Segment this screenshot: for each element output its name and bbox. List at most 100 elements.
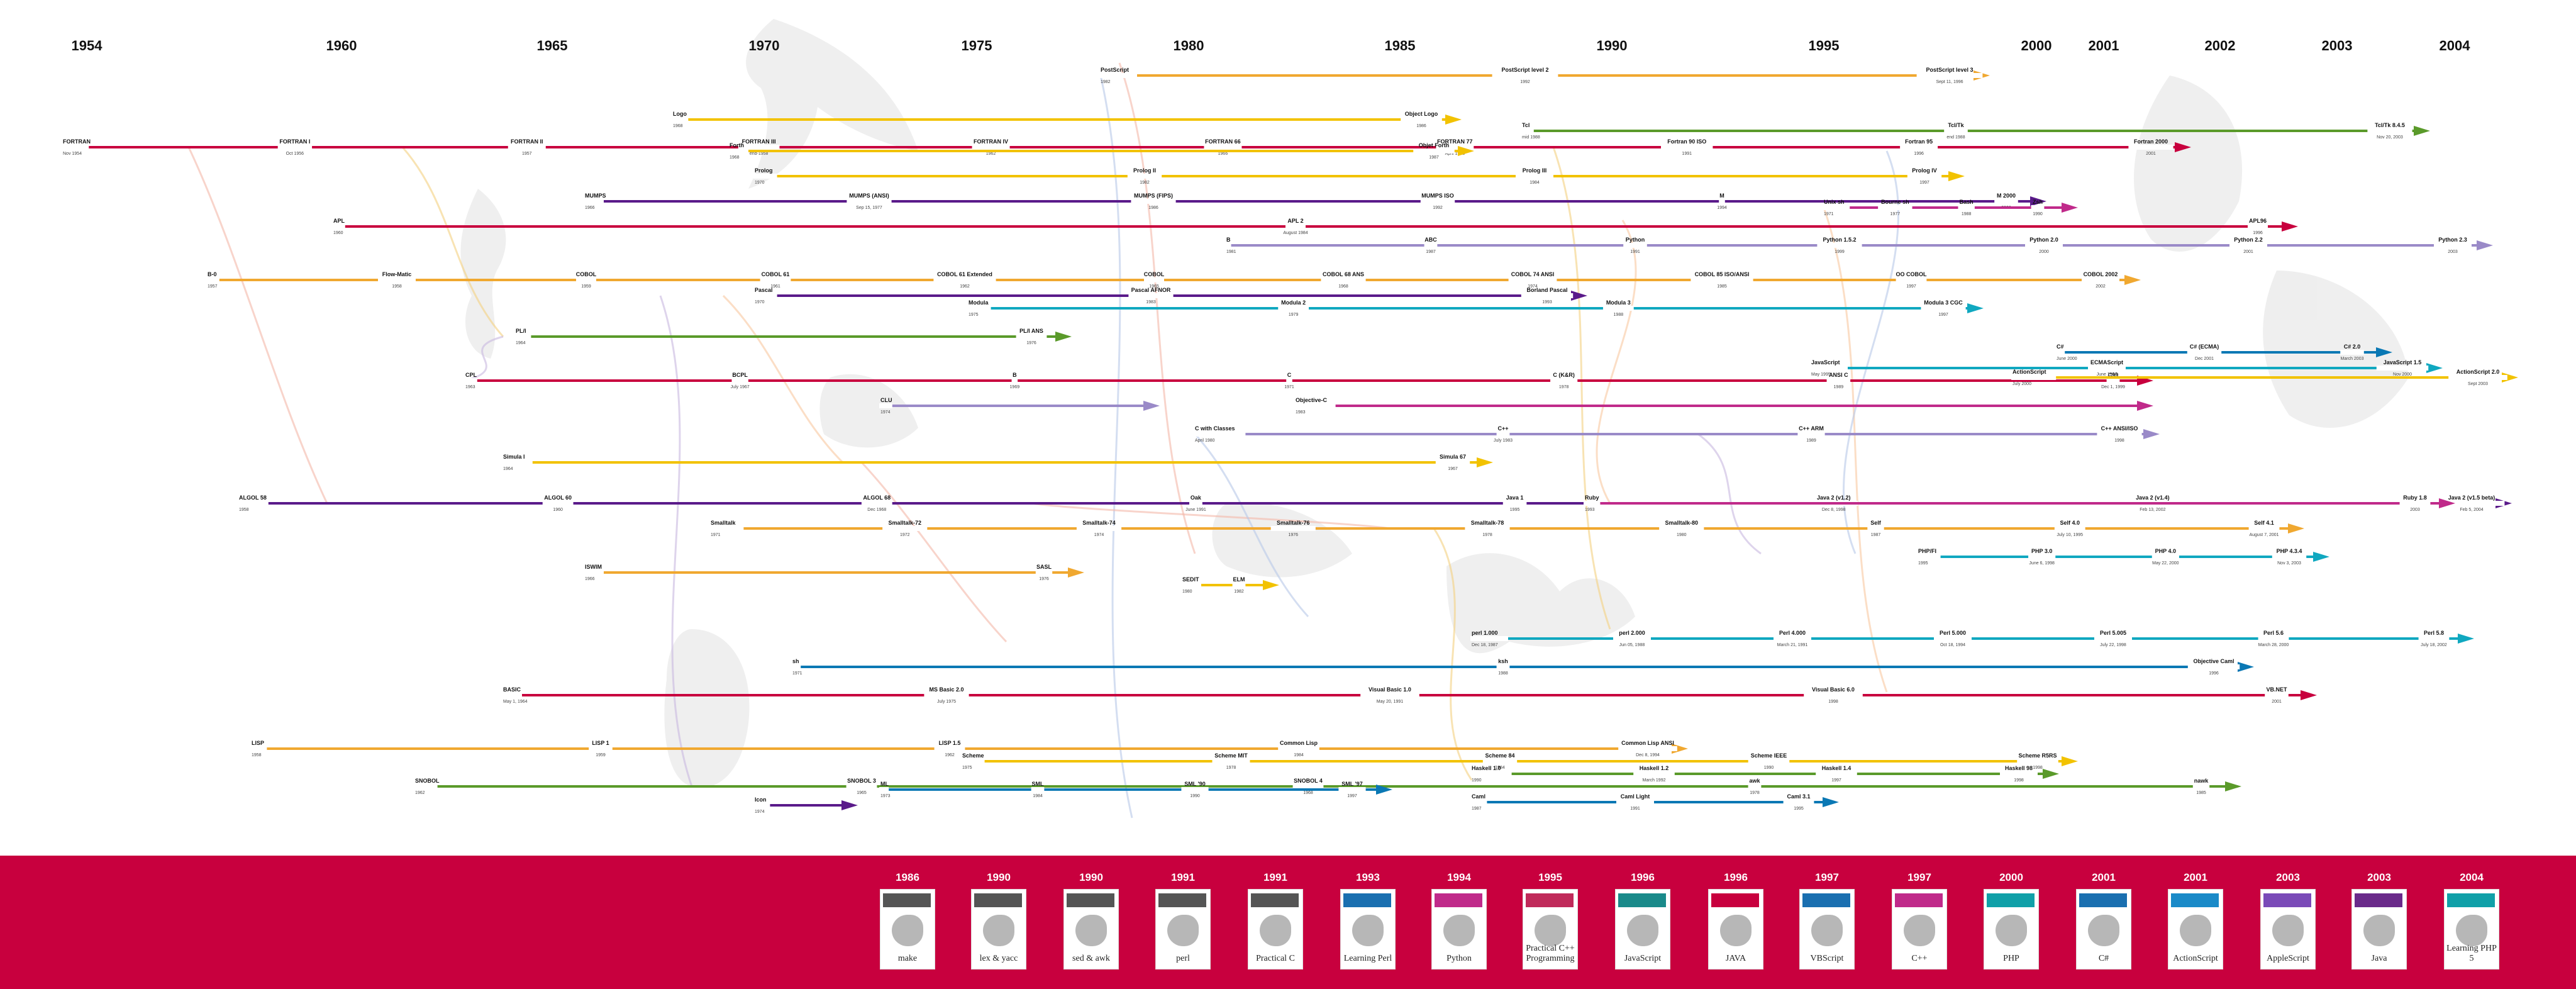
language-name: Unix sh	[1824, 199, 1845, 205]
label-backdrop	[2376, 366, 2429, 371]
label-backdrop	[1602, 306, 1634, 311]
release-date: Nov 1954	[63, 152, 82, 156]
language-name: PHP 4.0	[2155, 548, 2176, 554]
release-date: 2001	[2146, 152, 2156, 156]
label-backdrop	[847, 199, 892, 204]
label-backdrop	[206, 277, 219, 282]
label-backdrop	[2031, 205, 2045, 210]
label-backdrop	[1921, 306, 1966, 311]
language-name: Python 2.2	[2234, 237, 2263, 243]
arrow-head-icon	[2477, 240, 2493, 250]
label-backdrop	[1194, 432, 1246, 437]
label-backdrop	[1774, 636, 1811, 641]
label-backdrop	[760, 277, 791, 282]
book-year: 1991	[1171, 871, 1195, 883]
bull-watermark-icon	[2263, 271, 2409, 428]
language-line: ML 1973 SML 1984 SML '90 1990 SML '97 1997	[879, 781, 1392, 798]
release-date: 1994	[1717, 206, 1727, 210]
release-date: 1986	[1416, 124, 1426, 128]
language-name: Common Lisp	[1280, 740, 1318, 746]
label-backdrop	[1618, 746, 1677, 751]
language-name: Prolog III	[1523, 167, 1547, 174]
book-cover: Learning PHP 5	[2444, 889, 2499, 969]
year-label: 2002	[2205, 38, 2236, 53]
release-date: 1965	[1149, 284, 1159, 289]
year-label: 2001	[2089, 38, 2119, 53]
language-line: Forth 1968 Objet Forth 1987	[728, 142, 1474, 160]
label-backdrop	[1401, 117, 1442, 122]
label-backdrop	[378, 277, 416, 282]
label-backdrop	[1521, 128, 1534, 133]
label-backdrop	[542, 501, 574, 506]
release-date: 1989	[1834, 385, 1844, 389]
label-backdrop	[1465, 526, 1510, 531]
label-backdrop	[1748, 784, 1762, 789]
language-name: Modula 2	[1281, 299, 1306, 306]
release-date: 1971	[1284, 385, 1294, 389]
release-date: 1984	[1495, 766, 1505, 770]
language-name: Bash	[1960, 199, 1974, 205]
release-date: 1992	[1433, 206, 1443, 210]
release-date: 1977	[1890, 212, 1901, 216]
label-backdrop	[1470, 636, 1508, 641]
language-line: LISP 1958 LISP 1 1959 LISP 1.5 1962 Common Lis…	[250, 740, 1688, 757]
language-name: VB.NET	[2266, 686, 2287, 693]
release-date: 1987	[1472, 807, 1482, 811]
release-date: 1959	[581, 284, 591, 289]
label-backdrop	[1661, 145, 1713, 150]
influence-link	[465, 335, 504, 382]
release-date: 1978	[1482, 533, 1492, 537]
label-backdrop	[238, 501, 269, 506]
arrow-head-icon	[1055, 332, 1072, 342]
book-title-bar	[974, 893, 1022, 907]
label-backdrop	[2128, 145, 2174, 150]
language-line: perl 1.000 Dec 18, 1987 perl 2.000 Jun 05, …	[1470, 630, 2474, 647]
label-backdrop	[1294, 403, 1336, 408]
label-backdrop	[1719, 199, 1725, 204]
label-backdrop	[1916, 73, 1983, 78]
label-backdrop	[1816, 771, 1857, 776]
label-backdrop	[1797, 432, 1825, 437]
book-year: 1991	[1263, 871, 1287, 883]
label-backdrop	[861, 501, 892, 506]
label-backdrop	[753, 293, 777, 298]
language-line: ISWIM 1966 SASL 1976	[584, 564, 1084, 581]
year-label: 1954	[72, 38, 103, 53]
language-line: Haskell 1.0 1990 Haskell 1.2 March 1992 Hask…	[1470, 765, 2059, 783]
label-backdrop	[1616, 800, 1654, 805]
label-backdrop	[1420, 199, 1455, 204]
label-backdrop	[1810, 366, 1848, 371]
label-backdrop	[934, 746, 965, 751]
label-backdrop	[1011, 378, 1018, 383]
release-date: 1997	[1831, 778, 1841, 783]
animal-icon	[1996, 915, 2027, 946]
release-date: Feb 5, 2004	[2460, 508, 2483, 512]
release-date: 1987	[1871, 533, 1881, 537]
book-cover: Practical C	[1248, 889, 1303, 969]
watermark-animals	[460, 19, 2409, 788]
release-date: 2003	[2448, 250, 2458, 254]
language-line: C with Classes April 1980 C++ July 1983 C++ …	[1194, 425, 2160, 443]
language-name: Caml 3.1	[1787, 793, 1810, 800]
release-date: 1984	[1294, 753, 1304, 757]
book-title-bar	[2079, 893, 2127, 907]
language-line: PL/I 1964 PL/I ANS 1976	[514, 328, 1072, 345]
animal-icon	[1811, 915, 1843, 946]
language-name: FORTRAN	[63, 138, 91, 145]
release-date: 1990	[1764, 766, 1774, 770]
release-date: 1963	[465, 385, 475, 389]
release-date: 1961	[770, 284, 780, 289]
release-date: 1967	[1448, 467, 1458, 471]
language-name: Perl 5.6	[2263, 630, 2284, 636]
influence-link	[401, 147, 504, 337]
arrow-head-icon	[1477, 457, 1493, 467]
label-backdrop	[1435, 460, 1470, 465]
label-backdrop	[1470, 800, 1487, 805]
release-date: 1998	[2033, 766, 2043, 770]
label-backdrop	[1804, 693, 1863, 698]
release-date: 1960	[333, 231, 343, 235]
release-date: 1957	[208, 284, 218, 289]
arrow-head-icon	[2137, 401, 2153, 411]
label-backdrop	[1470, 771, 1512, 776]
language-name: COBOL	[1144, 271, 1165, 277]
